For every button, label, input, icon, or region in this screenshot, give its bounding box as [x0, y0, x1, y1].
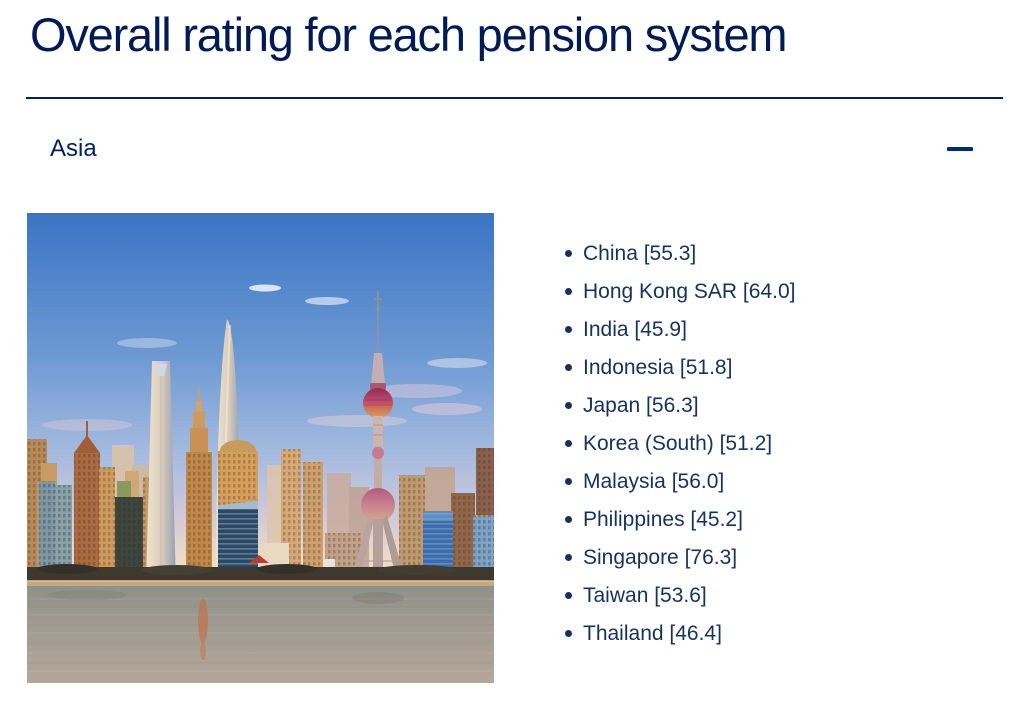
skyline-illustration [27, 212, 494, 683]
country-rating-text: Malaysia [56.0] [583, 469, 725, 493]
list-item: Korea (South) [51.2] [565, 425, 795, 463]
bullet-icon [565, 402, 572, 410]
accordion-header-asia[interactable]: Asia [26, 99, 997, 163]
bullet-icon [565, 250, 572, 258]
bullet-icon [565, 478, 572, 486]
rating-list: China [55.3] Hong Kong SAR [64.0] India [4… [548, 213, 795, 653]
country-rating-text: Indonesia [51.8] [583, 355, 733, 379]
bullet-icon [565, 592, 572, 600]
section-divider [26, 96, 1003, 99]
bullet-icon [565, 288, 572, 296]
list-item: Philippines [45.2] [565, 501, 795, 539]
country-rating-text: Singapore [76.3] [583, 545, 738, 569]
country-rating-text: India [45.9] [583, 317, 687, 341]
list-item: Thailand [46.4] [565, 615, 795, 653]
country-rating-text: Philippines [45.2] [583, 507, 743, 531]
country-rating-text: Japan [56.3] [583, 393, 699, 417]
country-rating-text: Taiwan [53.6] [583, 583, 707, 607]
list-item: Hong Kong SAR [64.0] [565, 273, 795, 311]
list-item: India [45.9] [565, 311, 795, 349]
bullet-icon [565, 326, 572, 334]
bullet-icon [565, 630, 572, 638]
list-item: Singapore [76.3] [565, 539, 795, 577]
accordion-body: China [55.3] Hong Kong SAR [64.0] India [4… [27, 212, 1023, 683]
country-rating-text: China [55.3] [583, 241, 697, 265]
collapse-minus-icon[interactable] [947, 146, 973, 151]
page-title: Overall rating for each pension system [30, 8, 788, 61]
bullet-icon [565, 554, 572, 562]
list-item: Malaysia [56.0] [565, 463, 795, 501]
list-item: China [55.3] [565, 235, 795, 273]
country-rating-text: Hong Kong SAR [64.0] [583, 279, 796, 303]
bullet-icon [565, 516, 572, 524]
list-item: Indonesia [51.8] [565, 349, 795, 387]
accordion-title: Asia [50, 134, 97, 162]
bullet-icon [565, 440, 572, 448]
country-rating-text: Thailand [46.4] [583, 621, 722, 645]
list-item: Japan [56.3] [565, 387, 795, 425]
bullet-icon [565, 364, 572, 372]
list-item: Taiwan [53.6] [565, 577, 795, 615]
country-rating-text: Korea (South) [51.2] [583, 431, 773, 455]
shanghai-skyline-image [27, 212, 494, 683]
